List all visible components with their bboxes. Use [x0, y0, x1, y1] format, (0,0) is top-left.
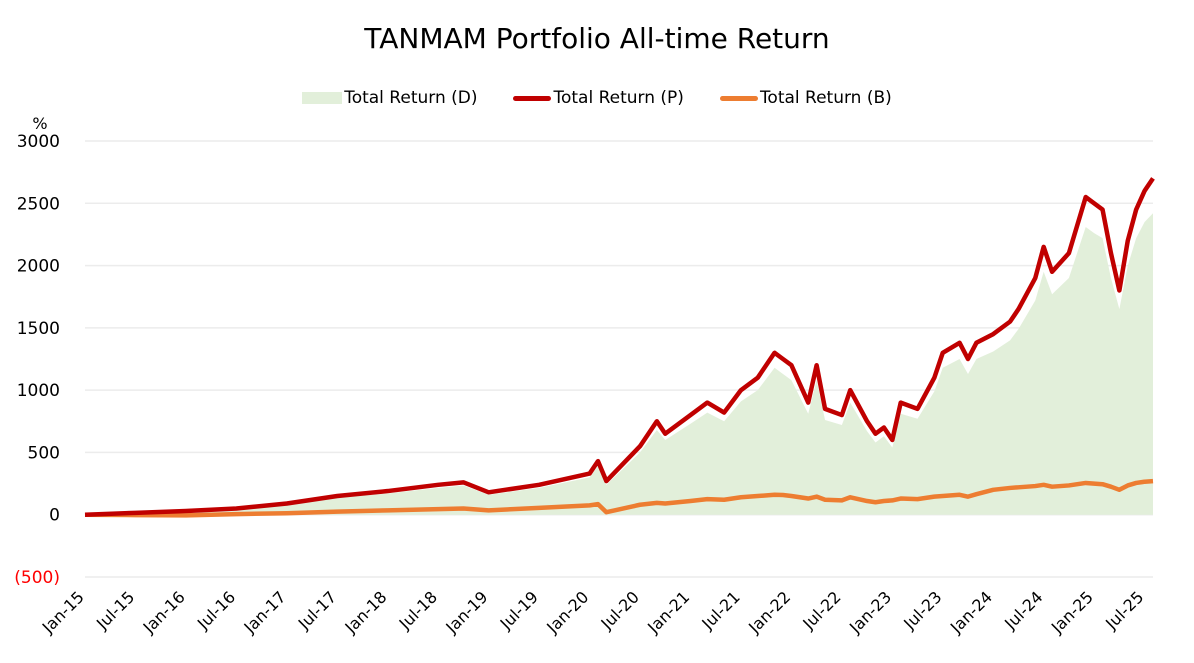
- series-area-d: [85, 213, 1153, 515]
- x-tick-label: Jul-25: [1101, 587, 1147, 633]
- legend-item-d: Total Return (D): [302, 88, 477, 108]
- x-tick-label: Jan-18: [341, 587, 391, 637]
- x-tick-label: Jul-22: [798, 587, 844, 633]
- x-tick-label: Jul-16: [193, 587, 239, 633]
- y-tick-label: 2000: [17, 257, 60, 277]
- y-tick-label: 1000: [17, 381, 60, 401]
- x-tick-label: Jan-20: [542, 587, 592, 637]
- x-tick-label: Jan-19: [441, 587, 491, 637]
- y-tick-label: (500): [14, 568, 60, 588]
- x-tick-label: Jan-17: [240, 587, 290, 637]
- x-tick-label: Jan-16: [139, 587, 189, 637]
- legend-label-d: Total Return (D): [344, 88, 478, 108]
- x-tick-label: Jul-15: [92, 587, 138, 633]
- y-tick-label: 0: [49, 506, 60, 526]
- legend-label-p: Total Return (P): [553, 88, 684, 108]
- x-tick-label: Jul-24: [1000, 587, 1046, 633]
- legend: Total Return (D) Total Return (P) Total …: [0, 88, 1194, 108]
- y-tick-label: 500: [28, 443, 60, 463]
- y-tick-label: 1500: [17, 319, 60, 339]
- x-tick-label: Jan-25: [1047, 587, 1097, 637]
- series-line-b: [84, 478, 1154, 518]
- series-line-p: [84, 177, 1155, 517]
- y-tick-label: 3000: [17, 132, 60, 152]
- legend-swatch-p: [513, 95, 552, 101]
- x-tick-label: Jul-18: [395, 587, 441, 633]
- chart-title: TANMAM Portfolio All-time Return: [364, 22, 830, 55]
- legend-item-b: Total Return (B): [719, 88, 892, 108]
- x-tick-label: Jan-22: [744, 587, 794, 637]
- x-tick-label: Jan-24: [946, 587, 996, 637]
- x-tick-label: Jan-23: [845, 587, 895, 637]
- x-tick-label: Jul-17: [294, 587, 340, 633]
- legend-swatch-b: [719, 95, 758, 101]
- legend-item-p: Total Return (P): [513, 88, 684, 108]
- legend-label-b: Total Return (B): [759, 88, 892, 108]
- y-tick-label: 2500: [17, 194, 60, 214]
- y-axis-label: %: [32, 114, 47, 133]
- x-tick-label: Jan-21: [643, 587, 693, 637]
- x-tick-label: Jul-20: [597, 587, 643, 633]
- x-tick-label: Jul-23: [899, 587, 945, 633]
- x-tick-label: Jul-21: [697, 587, 743, 633]
- legend-swatch-d: [302, 92, 343, 104]
- x-tick-label: Jan-15: [38, 587, 88, 637]
- x-tick-label: Jul-19: [496, 587, 542, 633]
